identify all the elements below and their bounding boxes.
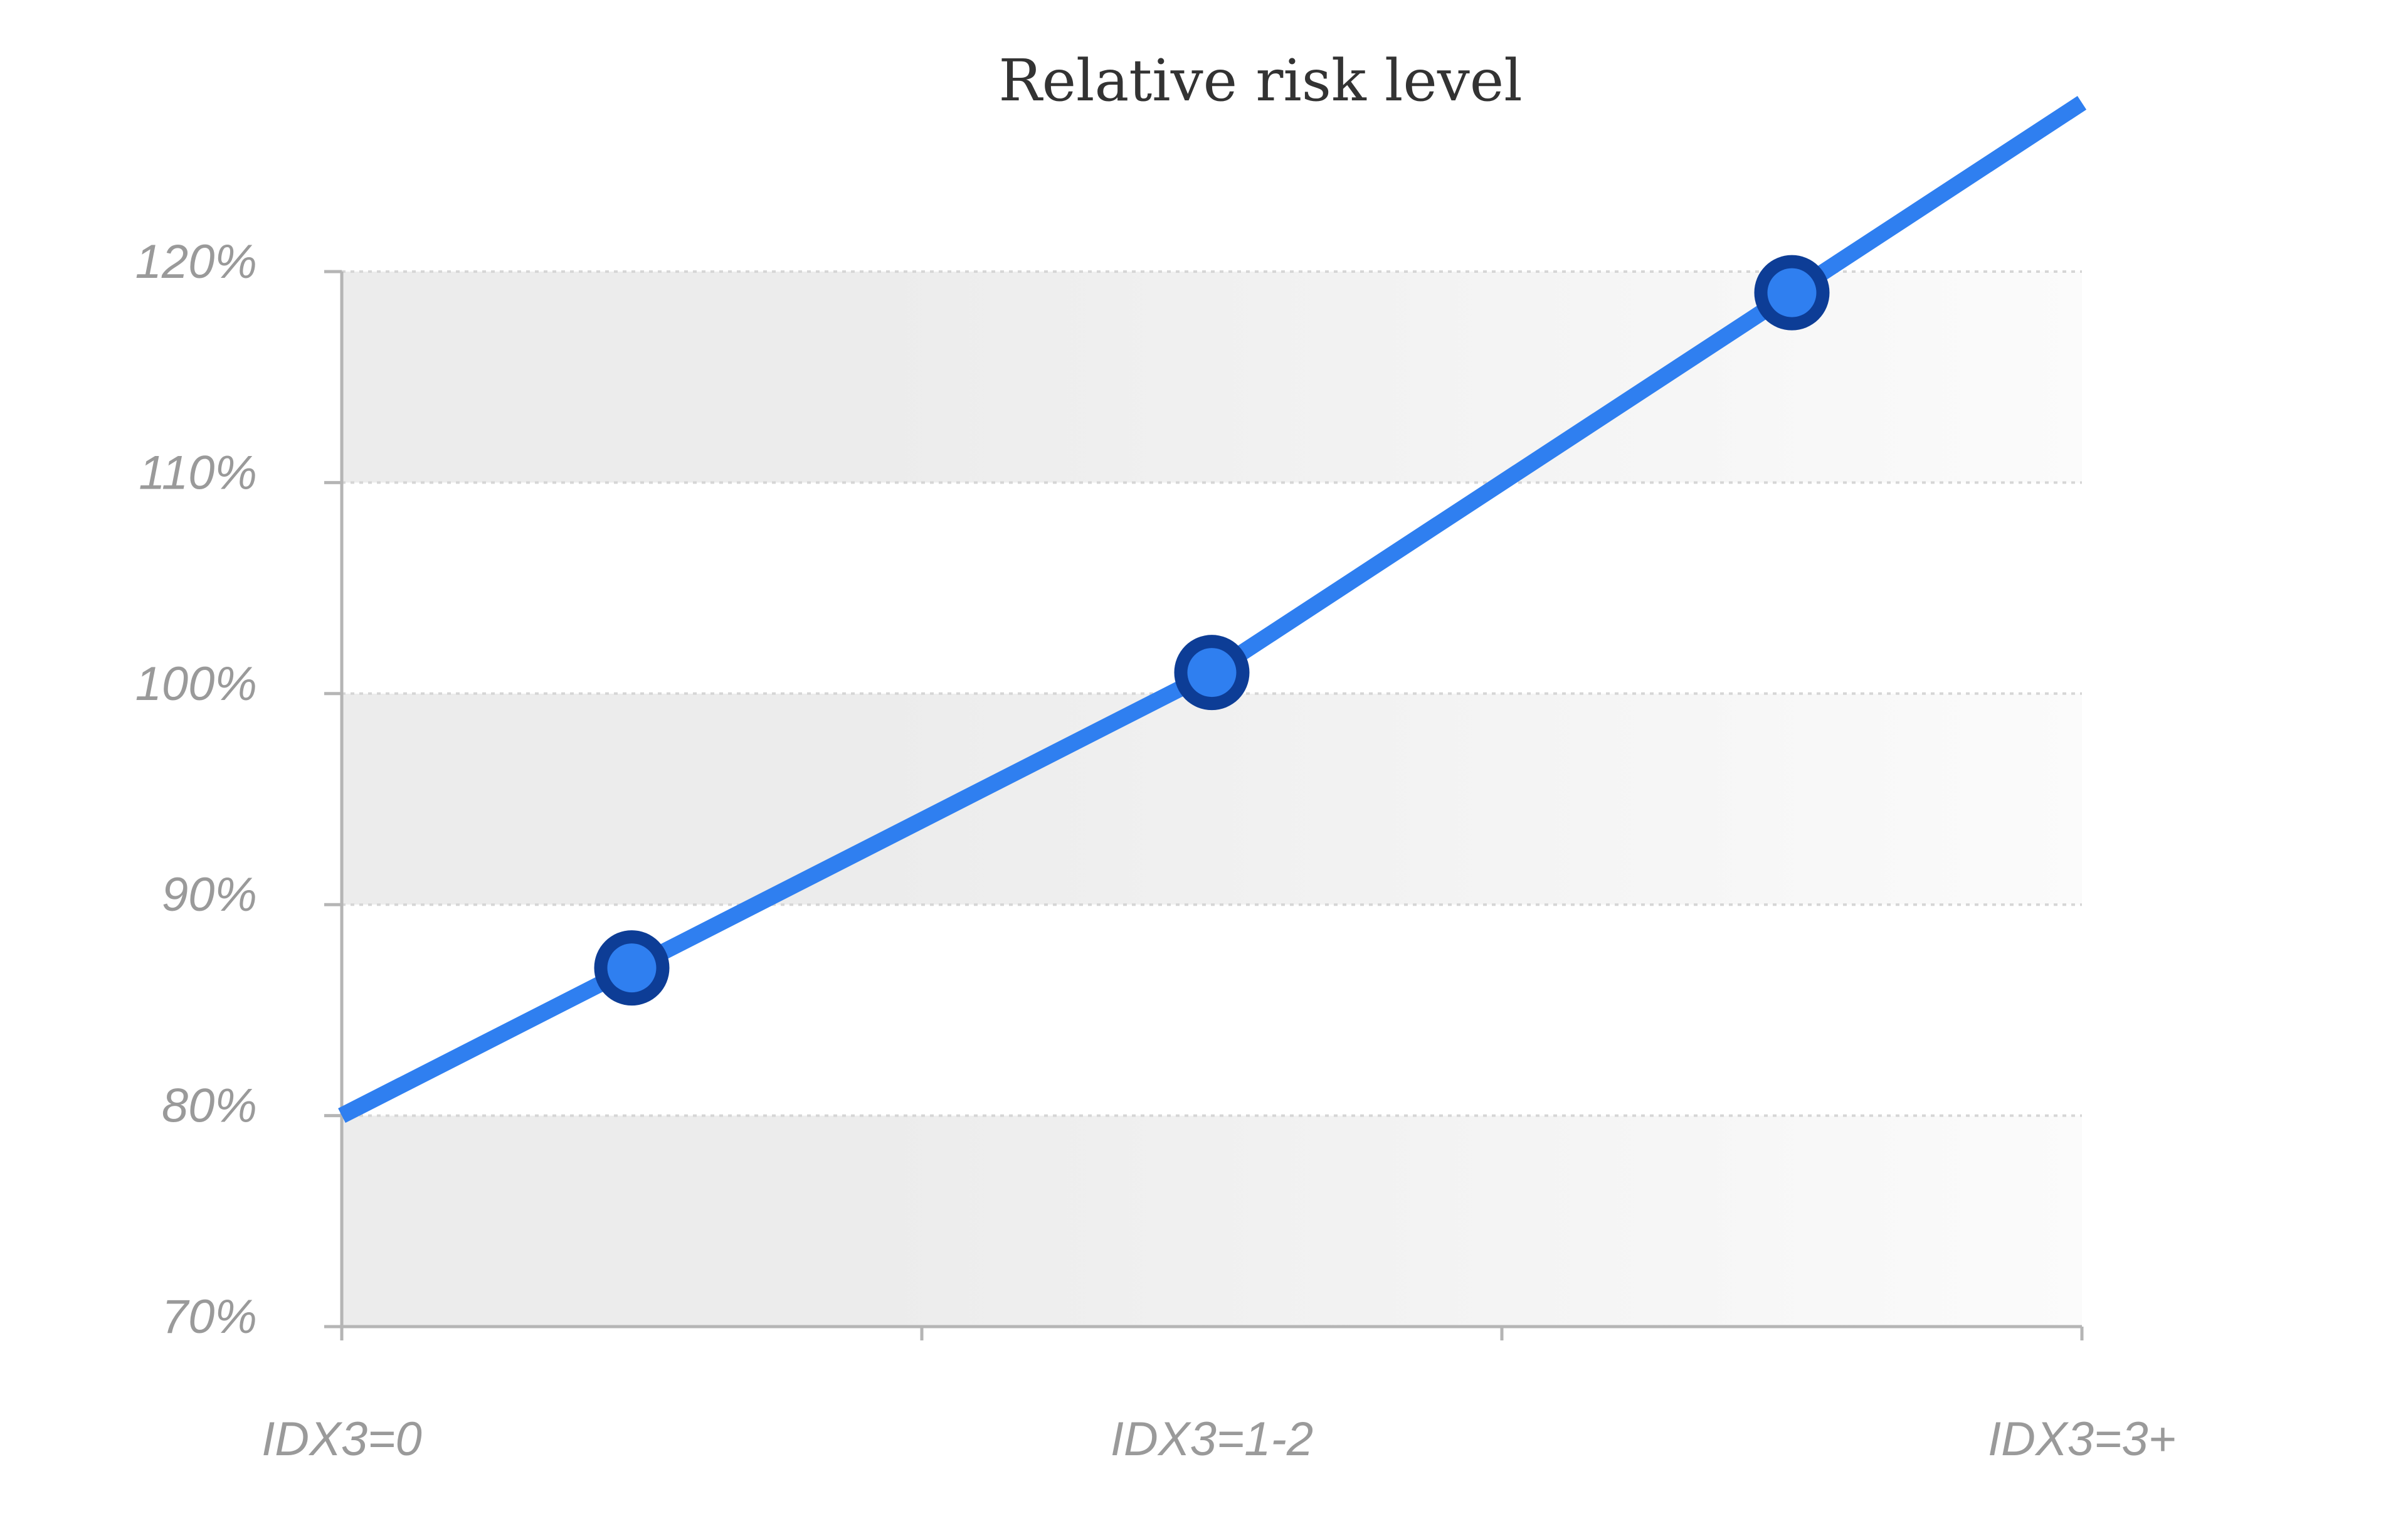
- y-tick-label: 120%: [135, 235, 257, 289]
- data-point[interactable]: [1187, 648, 1237, 697]
- y-tick-label: 70%: [162, 1290, 257, 1344]
- series-group: [338, 96, 2087, 1123]
- chart-title: Relative risk level: [998, 47, 1522, 114]
- x-tick-label: IDX3=0: [261, 1413, 422, 1466]
- plot-band: [342, 904, 2082, 1116]
- y-tick-label: 100%: [135, 657, 257, 711]
- y-tick-label: 80%: [162, 1079, 257, 1133]
- x-tick-label: IDX3=3+: [1988, 1413, 2176, 1466]
- y-tick-label: 90%: [162, 868, 257, 921]
- x-tick-label: IDX3=1-2: [1111, 1413, 1313, 1466]
- axes: [324, 270, 2084, 1340]
- y-tick-label: 110%: [139, 446, 257, 499]
- x-axis-tick-labels: IDX3=0 IDX3=1-2 IDX3=3+: [261, 1413, 2176, 1466]
- plot-background-bands: [342, 272, 2082, 1327]
- y-axis-tick-labels: 70% 80% 90% 100% 110% 120%: [135, 235, 257, 1344]
- data-point[interactable]: [607, 943, 657, 993]
- plot-band: [342, 1115, 2082, 1327]
- data-point[interactable]: [1767, 268, 1817, 317]
- plot-band: [342, 693, 2082, 905]
